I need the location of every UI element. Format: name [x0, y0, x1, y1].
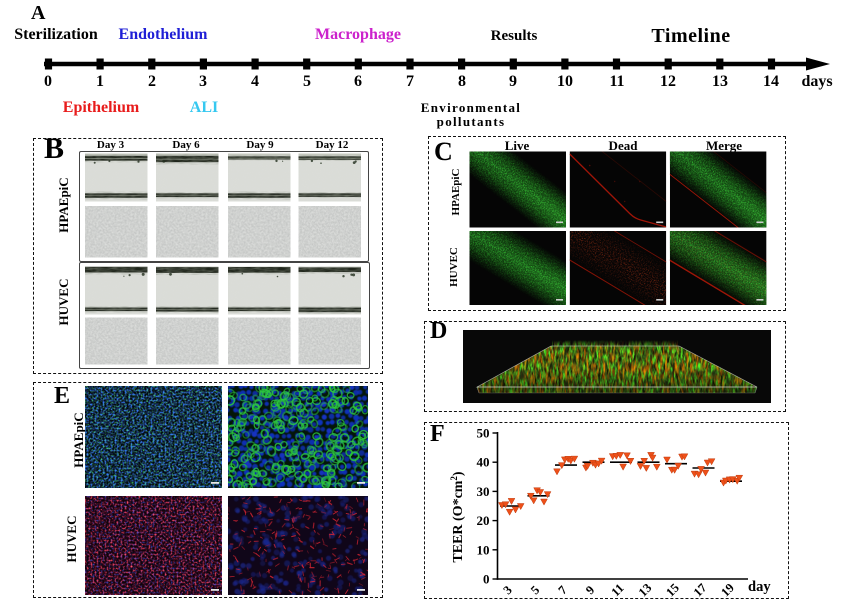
svg-text:TEER (O*cm2): TEER (O*cm2): [449, 471, 466, 563]
svg-text:17: 17: [691, 581, 710, 600]
svg-text:9: 9: [583, 583, 597, 597]
svg-text:30: 30: [477, 484, 490, 499]
svg-text:10: 10: [477, 542, 490, 557]
svg-text:13: 13: [636, 581, 655, 600]
svg-text:40: 40: [477, 455, 490, 470]
svg-text:3: 3: [500, 583, 514, 597]
svg-text:19: 19: [718, 581, 737, 600]
svg-text:0: 0: [483, 572, 490, 587]
svg-text:11: 11: [608, 581, 626, 599]
svg-text:5: 5: [528, 583, 542, 597]
svg-text:7: 7: [555, 583, 569, 597]
svg-text:20: 20: [477, 513, 490, 528]
svg-text:15: 15: [663, 581, 682, 600]
svg-text:50: 50: [477, 426, 490, 441]
svg-text:day: day: [748, 579, 771, 595]
